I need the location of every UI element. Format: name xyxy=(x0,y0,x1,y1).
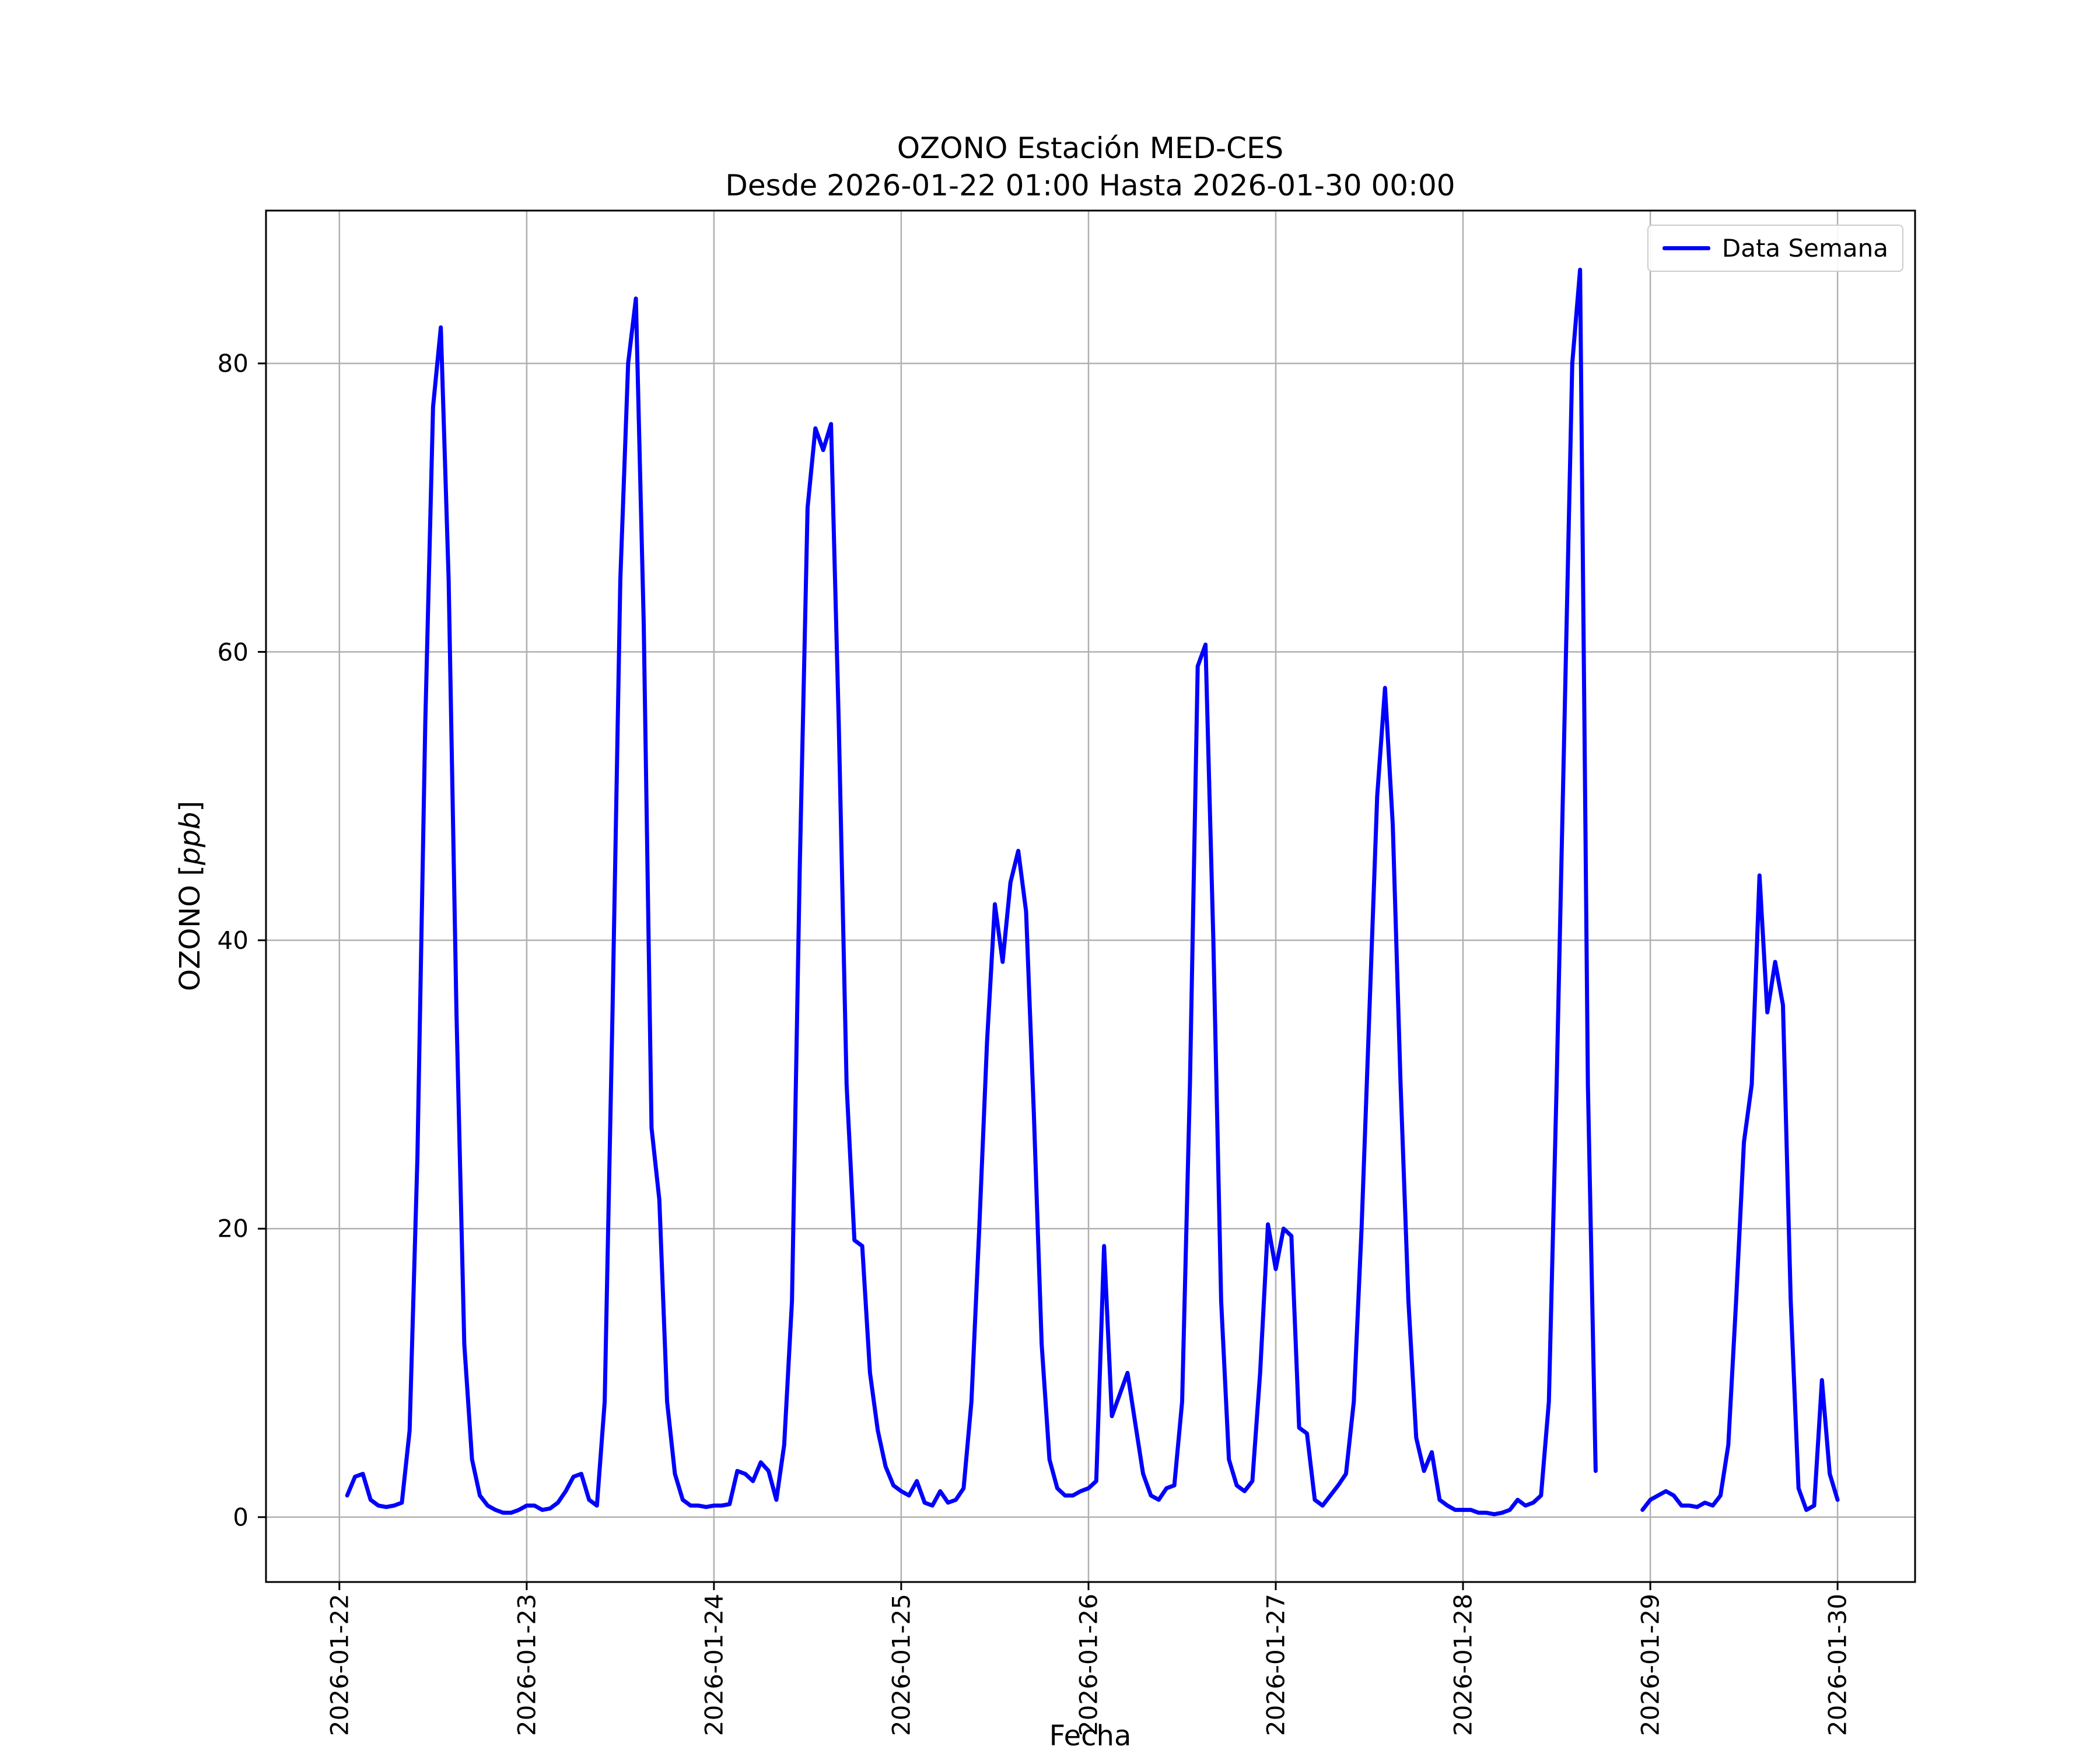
y-axis-label-prefix: OZONO [ xyxy=(174,865,206,992)
y-tick-label: 60 xyxy=(217,638,249,666)
y-tick-label: 20 xyxy=(217,1214,249,1243)
chart-title-line2: Desde 2026-01-22 01:00 Hasta 2026-01-30 … xyxy=(725,169,1455,202)
y-tick-label: 40 xyxy=(217,926,249,955)
legend-label: Data Semana xyxy=(1721,234,1888,262)
legend: Data Semana xyxy=(1647,225,1903,272)
x-tick-label: 2026-01-27 xyxy=(1261,1594,1290,1737)
x-axis-label: Fecha xyxy=(1049,1720,1132,1750)
x-tick-label: 2026-01-30 xyxy=(1823,1594,1852,1737)
x-tick-label: 2026-01-28 xyxy=(1448,1594,1478,1737)
x-tick-label: 2026-01-26 xyxy=(1074,1594,1103,1737)
y-tick-label: 80 xyxy=(217,349,249,378)
y-axis-label-unit: ppb xyxy=(174,811,206,866)
legend-line-sample xyxy=(1662,246,1710,250)
x-tick-label: 2026-01-22 xyxy=(325,1594,354,1737)
data-line xyxy=(345,267,1840,1517)
y-axis-label-suffix: ] xyxy=(174,800,206,812)
chart-title: OZONO Estación MED-CES Desde 2026-01-22 … xyxy=(725,130,1455,204)
x-tick-label: 2026-01-24 xyxy=(699,1594,729,1737)
x-tick-label: 2026-01-23 xyxy=(512,1594,541,1737)
y-tick-label: 0 xyxy=(233,1503,249,1532)
chart-title-line1: OZONO Estación MED-CES xyxy=(897,131,1284,165)
y-axis-label: OZONO [ppb] xyxy=(174,801,206,991)
axes-frame xyxy=(265,209,1916,1583)
x-tick-label: 2026-01-25 xyxy=(887,1594,916,1737)
x-tick-label: 2026-01-29 xyxy=(1636,1594,1665,1737)
